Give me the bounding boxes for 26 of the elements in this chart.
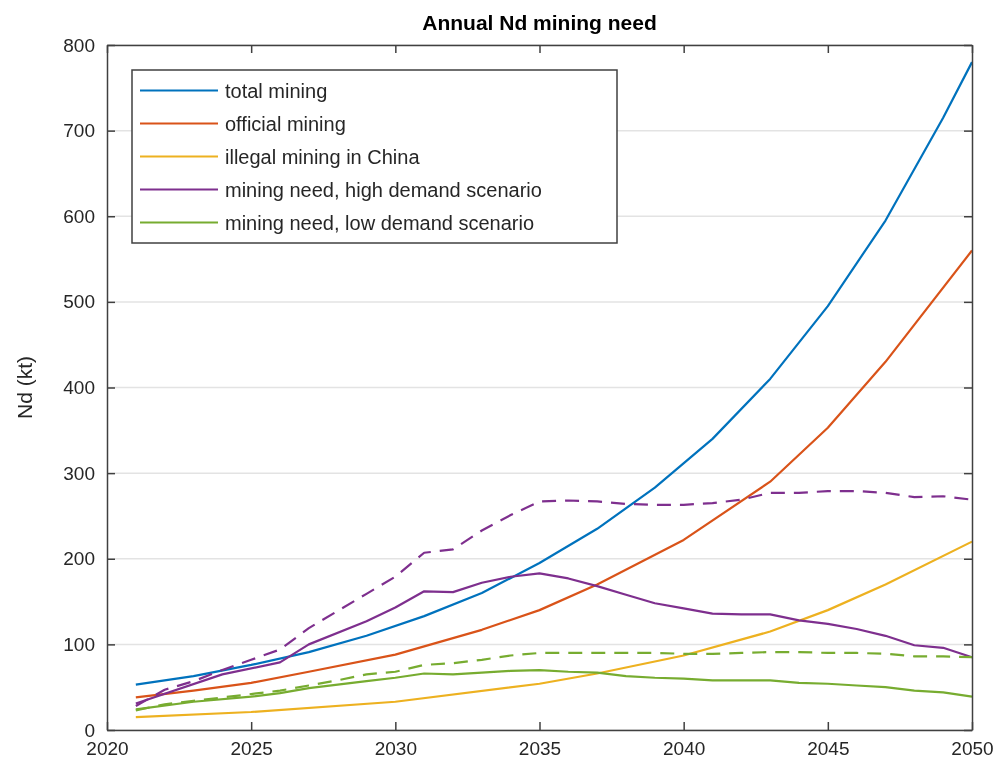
legend-label: mining need, low demand scenario <box>225 211 535 234</box>
x-tick-label: 2045 <box>807 738 850 760</box>
x-tick-label: 2050 <box>951 738 994 760</box>
line-series <box>134 249 974 699</box>
x-tick-label: 2040 <box>663 738 706 760</box>
y-tick-label: 100 <box>63 633 95 655</box>
chart-title: Annual Nd mining need <box>422 11 657 34</box>
legend-label: official mining <box>225 112 346 135</box>
y-tick-label: 400 <box>63 377 95 399</box>
x-tick-label: 2025 <box>230 738 273 760</box>
y-tick-label: 800 <box>63 34 95 56</box>
y-tick-label: 300 <box>63 462 95 484</box>
y-tick-label: 500 <box>63 291 95 313</box>
x-tick-label: 2030 <box>374 738 417 760</box>
x-tick-label: 2035 <box>518 738 562 760</box>
y-tick-label: 200 <box>63 548 95 570</box>
line-series <box>134 61 974 686</box>
x-tick-label: 2020 <box>86 738 129 760</box>
y-tick-label: 700 <box>63 120 95 142</box>
line-series <box>134 540 974 719</box>
y-tick-label: 0 <box>84 719 95 741</box>
legend-label: illegal mining in China <box>225 145 421 168</box>
legend-label: mining need, high demand scenario <box>225 178 542 201</box>
y-axis-title: Nd (kt) <box>13 356 36 419</box>
legend-label: total mining <box>225 79 328 102</box>
y-tick-label: 600 <box>63 205 95 227</box>
